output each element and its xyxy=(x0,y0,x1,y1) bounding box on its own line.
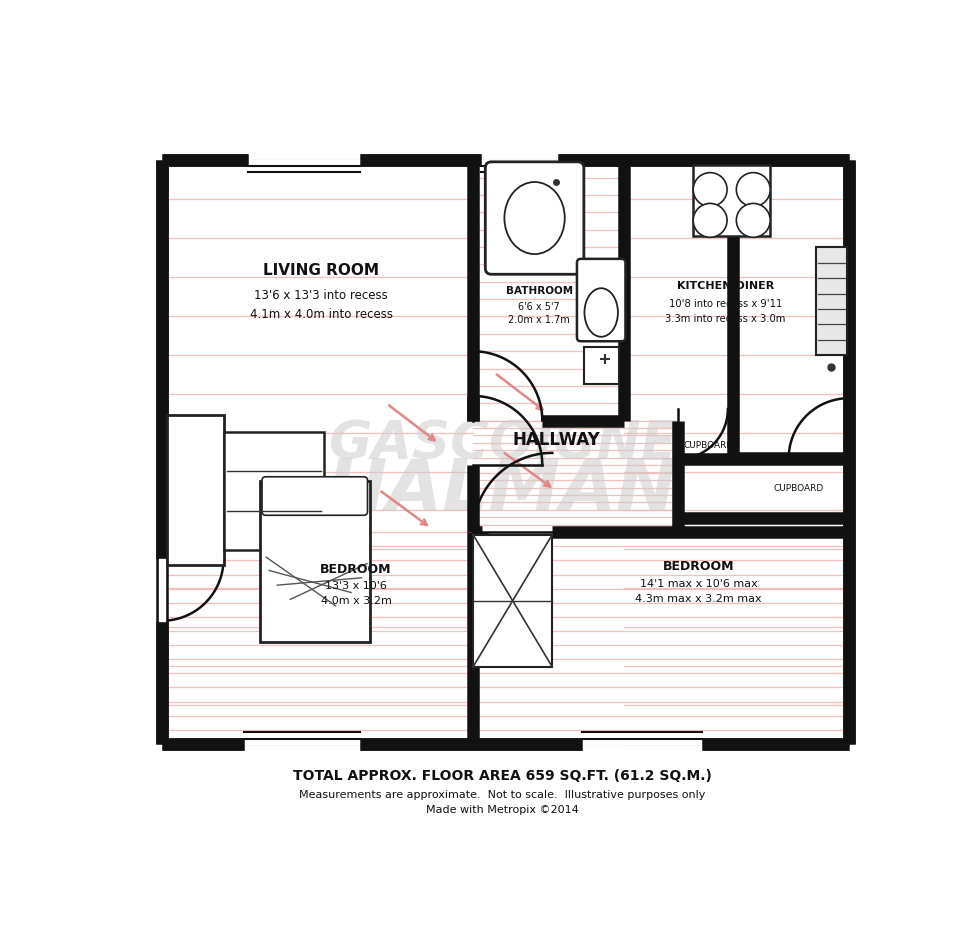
FancyBboxPatch shape xyxy=(262,477,368,515)
Bar xyxy=(693,165,770,235)
Bar xyxy=(223,432,323,550)
Text: 4.3m max x 3.2m max: 4.3m max x 3.2m max xyxy=(635,594,761,604)
Text: KITCHEN/DINER: KITCHEN/DINER xyxy=(677,280,774,291)
Text: 6'6 x 5'7: 6'6 x 5'7 xyxy=(518,302,561,311)
Text: Made with Metropix ©2014: Made with Metropix ©2014 xyxy=(426,805,578,815)
Bar xyxy=(584,347,619,384)
Bar xyxy=(473,535,553,667)
Text: LIVING ROOM: LIVING ROOM xyxy=(264,263,379,278)
Text: 13'6 x 13'3 into recess: 13'6 x 13'3 into recess xyxy=(255,289,388,302)
Text: 3.3m into recess x 3.0m: 3.3m into recess x 3.0m xyxy=(665,314,786,324)
Text: BATHROOM: BATHROOM xyxy=(506,286,572,296)
FancyBboxPatch shape xyxy=(577,259,625,341)
Text: 14'1 max x 10'6 max: 14'1 max x 10'6 max xyxy=(640,579,758,589)
Text: 10'8 into recess x 9'11: 10'8 into recess x 9'11 xyxy=(669,298,782,309)
Circle shape xyxy=(693,204,727,237)
Ellipse shape xyxy=(505,182,564,254)
Bar xyxy=(168,416,223,566)
Text: 4.0m x 3.2m: 4.0m x 3.2m xyxy=(320,596,391,606)
Text: TOTAL APPROX. FLOOR AREA 659 SQ.FT. (61.2 SQ.M.): TOTAL APPROX. FLOOR AREA 659 SQ.FT. (61.… xyxy=(293,769,711,783)
Text: 2.0m x 1.7m: 2.0m x 1.7m xyxy=(509,315,570,325)
Text: CUPBOARD: CUPBOARD xyxy=(683,441,734,449)
Text: CUPBOARD: CUPBOARD xyxy=(773,484,824,492)
Text: GASCOIGNE: GASCOIGNE xyxy=(328,417,676,470)
Bar xyxy=(260,480,369,643)
Text: 4.1m x 4.0m into recess: 4.1m x 4.0m into recess xyxy=(250,308,393,321)
Text: HALLWAY: HALLWAY xyxy=(513,431,600,448)
Text: Measurements are approximate.  Not to scale.  Illustrative purposes only: Measurements are approximate. Not to sca… xyxy=(299,790,706,800)
Text: HALMAN: HALMAN xyxy=(327,455,677,524)
Circle shape xyxy=(736,204,770,237)
Text: BEDROOM: BEDROOM xyxy=(662,560,734,573)
Circle shape xyxy=(693,173,727,206)
Text: 13'3 x 10'6: 13'3 x 10'6 xyxy=(325,582,387,591)
Bar xyxy=(815,248,848,356)
FancyBboxPatch shape xyxy=(485,162,584,274)
Ellipse shape xyxy=(584,288,618,337)
Circle shape xyxy=(736,173,770,206)
Text: BEDROOM: BEDROOM xyxy=(320,563,392,576)
